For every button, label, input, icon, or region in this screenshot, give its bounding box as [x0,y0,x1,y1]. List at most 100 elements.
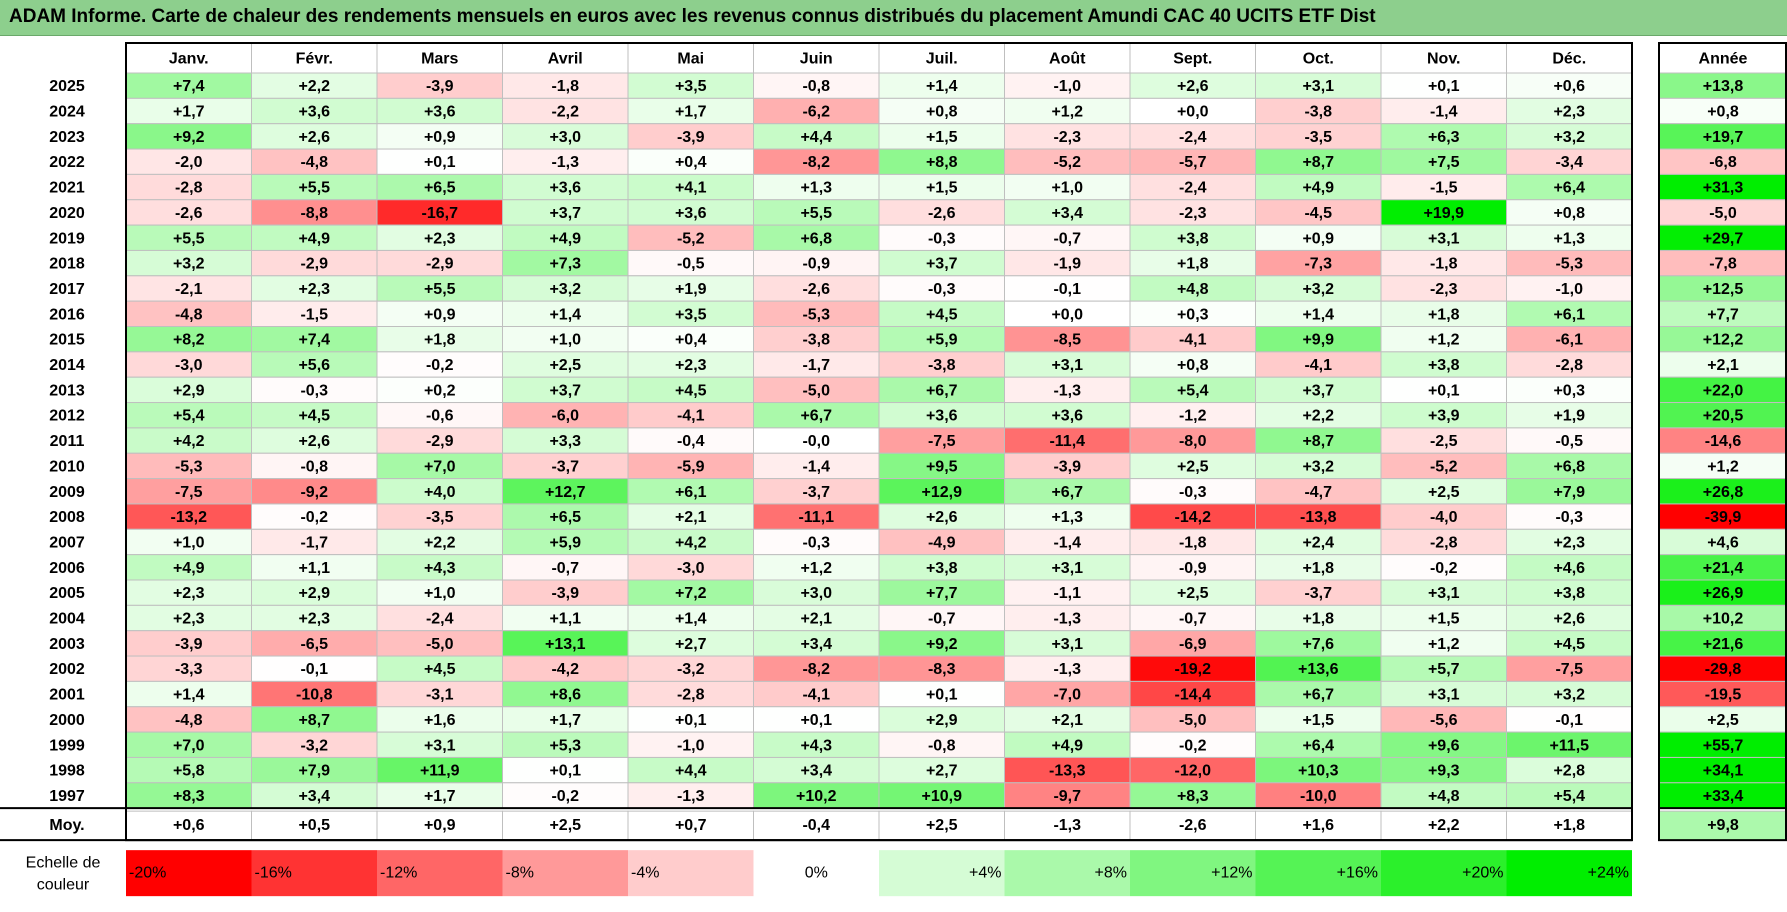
month-header: Sept. [1173,51,1212,68]
heatmap-cell [376,199,503,226]
annual-cell [1658,402,1787,429]
cell-value: -5,7 [1179,154,1207,171]
cell-value: -2,3 [1053,129,1081,146]
month-header-cell [878,42,1005,74]
cell-value: +3,7 [1302,382,1334,399]
cell-value: -0,1 [1053,281,1081,298]
heatmap-cell [1255,300,1382,327]
annual-cell [1658,376,1787,404]
cell-value: +5,6 [298,357,330,374]
cell-value: -0,2 [551,788,579,805]
annual-value: +55,7 [1703,737,1744,754]
heatmap-cell [376,630,503,657]
cell-value: -0,9 [802,256,830,273]
heatmap-cell [1255,351,1382,378]
heatmap-cell [1129,376,1256,404]
cell-value: +0,6 [1553,78,1585,95]
heatmap-cell [1255,224,1382,251]
cell-value: -1,3 [1053,382,1081,399]
annual-cell [1658,249,1787,277]
year-label: 1999 [49,737,85,754]
cell-value: +2,6 [926,509,958,526]
heatmap-cell [627,579,754,606]
cell-value: +3,4 [800,636,832,653]
month-header: Août [1049,51,1086,68]
cell-value: -6,1 [1555,332,1583,349]
heatmap-cell [1380,655,1507,682]
cell-value: -7,5 [928,433,956,450]
heatmap-cell [878,782,1005,809]
cell-value: +7,6 [1302,636,1334,653]
heatmap-cell [376,148,503,175]
cell-value: -0,6 [426,408,454,425]
cell-value: -2,4 [1179,129,1207,146]
cell-value: -1,9 [1053,256,1081,273]
cell-value: -5,2 [1053,154,1081,171]
heatmap-cell [1004,351,1131,378]
heatmap-cell [1129,249,1256,277]
heatmap-cell [1129,300,1256,327]
average-value: -0,4 [802,817,830,834]
heatmap-cell [878,503,1005,530]
annual-cell [1658,275,1787,302]
heatmap-cell [376,782,503,809]
cell-value: -2,9 [300,256,328,273]
heatmap-cell [1380,528,1507,556]
heatmap-cell [125,503,252,530]
year-label: 2019 [49,230,85,247]
heatmap-cell [753,376,880,404]
year-label: 2010 [49,458,85,475]
annual-cell [1658,579,1787,606]
cell-value: -6,0 [551,408,579,425]
month-header-cell [1129,42,1256,74]
cell-value: -1,8 [1179,534,1207,551]
cell-value: -1,2 [1179,408,1207,425]
heatmap-cell [125,782,252,809]
heatmap-cell [125,173,252,201]
annual-cell [1658,123,1787,150]
heatmap-cell [251,97,378,125]
heatmap-cell [1380,731,1507,758]
cell-value: -4,0 [1430,509,1458,526]
annual-value: +10,2 [1703,611,1744,628]
scale-swatch [1004,850,1130,897]
cell-value: +8,7 [298,712,330,729]
cell-value: +2,5 [1428,484,1460,501]
cell-value: +1,2 [1051,104,1083,121]
cell-value: +1,4 [926,78,958,95]
annual-value: +20,5 [1703,408,1744,425]
cell-value: -8,0 [1179,433,1207,450]
cell-value: +3,6 [1051,408,1083,425]
cell-value: -4,1 [802,687,830,704]
cell-value: -16,7 [422,205,459,222]
heatmap-cell [251,452,378,480]
heatmap-cell [376,680,503,708]
cell-value: +1,5 [926,180,958,197]
cell-value: -1,7 [300,534,328,551]
cell-value: +9,6 [1428,737,1460,754]
cell-value: +0,0 [1051,306,1083,323]
cell-value: +0,1 [800,712,832,729]
cell-value: +4,5 [926,306,958,323]
cell-value: +2,1 [675,509,707,526]
cell-value: +11,9 [420,763,460,780]
heatmap-cell [1506,275,1633,302]
heatmap-cell [1506,173,1633,201]
heatmap-cell [1506,427,1633,454]
cell-value: -3,7 [1304,585,1332,602]
heatmap-cell [1255,604,1382,632]
cell-value: +3,1 [1051,357,1083,374]
cell-value: +3,6 [926,408,958,425]
heatmap-cell [502,148,629,175]
heatmap-cell [1004,123,1131,150]
heatmap-cell [1004,300,1131,327]
cell-value: -5,0 [1179,712,1207,729]
cell-value: -0,3 [1179,484,1207,501]
heatmap-cell [376,72,503,99]
cell-value: -3,9 [175,636,203,653]
cell-value: -10,8 [296,687,333,704]
cell-value: +7,4 [173,78,205,95]
annual-value: +0,8 [1707,104,1739,121]
heatmap-cell [878,173,1005,201]
cell-value: +3,1 [1428,585,1460,602]
